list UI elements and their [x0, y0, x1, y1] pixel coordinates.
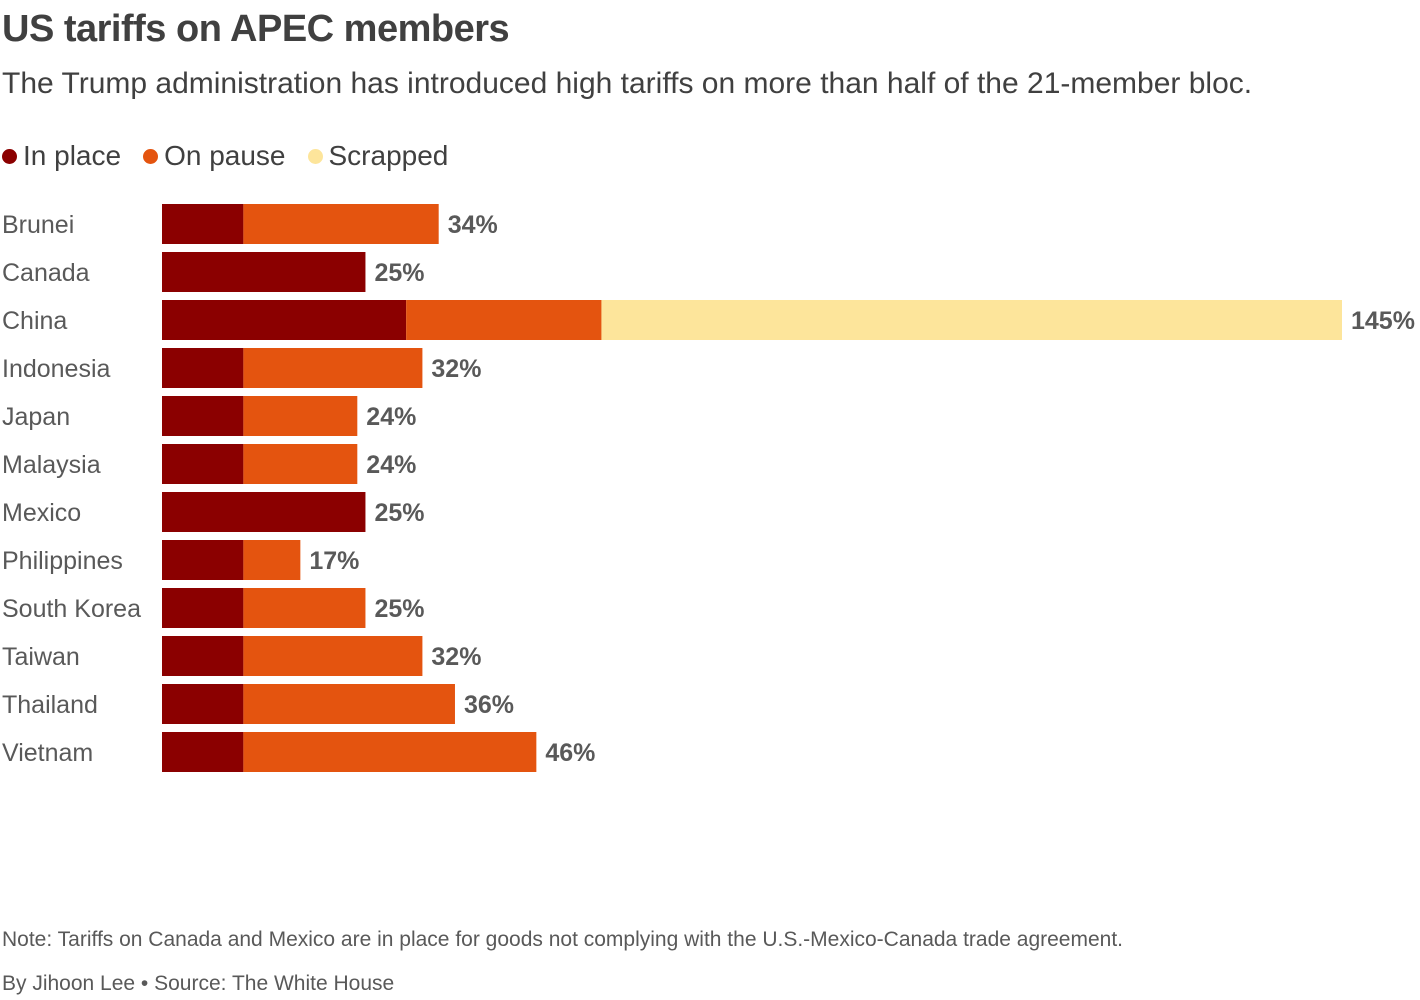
value-label-canada: 25%: [374, 259, 424, 287]
value-label-japan: 24%: [366, 403, 416, 431]
legend-item-in-place: In place: [2, 140, 121, 172]
legend-swatch-scrapped: [307, 148, 323, 164]
bar-segment-indonesia-in-place: [162, 348, 244, 388]
chart-byline: By Jihoon Lee • Source: The White House: [2, 972, 395, 995]
category-label-japan: Japan: [2, 403, 70, 431]
legend-label-in-place: In place: [23, 140, 122, 171]
bar-segment-japan-in-place: [162, 396, 244, 436]
value-label-thailand: 36%: [464, 691, 514, 719]
bar-segment-vietnam-on-pause: [243, 732, 537, 772]
value-label-south-korea: 25%: [374, 595, 424, 623]
bar-segment-malaysia-on-pause: [243, 444, 358, 484]
chart-note: Note: Tariffs on Canada and Mexico are i…: [2, 928, 1123, 951]
bar-segment-china-in-place: [162, 300, 407, 340]
value-label-mexico: 25%: [374, 499, 424, 527]
bar-segment-china-on-pause: [406, 300, 602, 340]
chart-title: US tariffs on APEC members: [2, 8, 510, 50]
bar-segment-taiwan-in-place: [162, 636, 244, 676]
category-label-indonesia: Indonesia: [2, 355, 111, 383]
bar-segment-indonesia-on-pause: [243, 348, 423, 388]
bar-segment-philippines-in-place: [162, 540, 244, 580]
legend: In place On pause Scrapped: [2, 138, 470, 174]
value-label-taiwan: 32%: [431, 643, 481, 671]
legend-item-scrapped: Scrapped: [307, 140, 449, 172]
value-label-malaysia: 24%: [366, 451, 416, 479]
value-label-brunei: 34%: [448, 211, 498, 239]
category-label-brunei: Brunei: [2, 211, 74, 239]
bar-segment-brunei-in-place: [162, 204, 244, 244]
bar-segment-china-scrapped: [601, 300, 1342, 340]
value-label-philippines: 17%: [309, 547, 359, 575]
bar-segment-south-korea-on-pause: [243, 588, 366, 628]
category-label-south-korea: South Korea: [2, 595, 141, 623]
bar-segment-mexico-in-place: [162, 492, 366, 532]
category-label-vietnam: Vietnam: [2, 739, 93, 767]
category-label-malaysia: Malaysia: [2, 451, 101, 479]
legend-swatch-on-pause: [143, 148, 159, 164]
value-label-china: 145%: [1351, 307, 1415, 335]
bar-segment-vietnam-in-place: [162, 732, 244, 772]
legend-item-on-pause: On pause: [143, 140, 286, 172]
bar-segment-thailand-on-pause: [243, 684, 455, 724]
bar-chart: Brunei 34% Canada 25% China 145% Indonesia 32% J…: [2, 204, 1415, 772]
category-label-thailand: Thailand: [2, 691, 98, 719]
chart-subtitle: The Trump administration has introduced …: [2, 67, 1253, 100]
legend-label-on-pause: On pause: [164, 140, 286, 171]
bar-segment-malaysia-in-place: [162, 444, 244, 484]
category-label-philippines: Philippines: [2, 547, 123, 575]
category-label-china: China: [2, 307, 67, 335]
category-label-mexico: Mexico: [2, 499, 81, 527]
bar-segment-japan-on-pause: [243, 396, 358, 436]
bar-segment-south-korea-in-place: [162, 588, 244, 628]
bar-segment-canada-in-place: [162, 252, 366, 292]
legend-swatch-in-place: [2, 148, 17, 164]
bar-segment-taiwan-on-pause: [243, 636, 423, 676]
category-label-canada: Canada: [2, 259, 90, 287]
bar-segment-brunei-on-pause: [243, 204, 439, 244]
value-label-indonesia: 32%: [431, 355, 481, 383]
bar-segment-philippines-on-pause: [243, 540, 301, 580]
legend-label-scrapped: Scrapped: [328, 140, 449, 171]
bar-segment-thailand-in-place: [162, 684, 244, 724]
category-label-taiwan: Taiwan: [2, 643, 80, 671]
value-label-vietnam: 46%: [545, 739, 595, 767]
